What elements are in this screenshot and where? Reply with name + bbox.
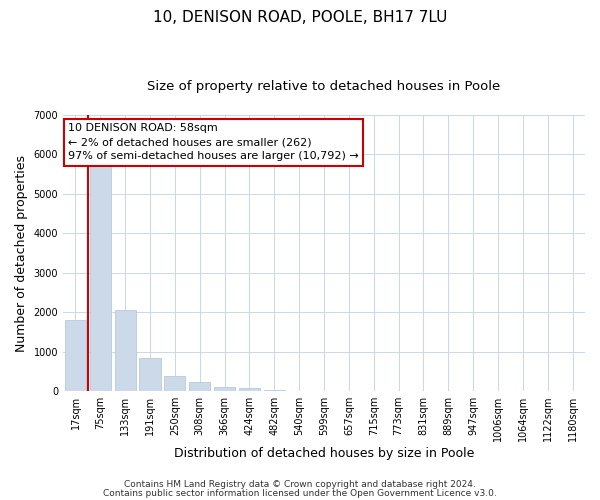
Text: 10, DENISON ROAD, POOLE, BH17 7LU: 10, DENISON ROAD, POOLE, BH17 7LU xyxy=(153,10,447,25)
Text: 10 DENISON ROAD: 58sqm
← 2% of detached houses are smaller (262)
97% of semi-det: 10 DENISON ROAD: 58sqm ← 2% of detached … xyxy=(68,124,359,162)
Bar xyxy=(115,310,136,391)
Bar xyxy=(214,386,235,391)
Y-axis label: Number of detached properties: Number of detached properties xyxy=(15,154,28,352)
Text: Contains HM Land Registry data © Crown copyright and database right 2024.: Contains HM Land Registry data © Crown c… xyxy=(124,480,476,489)
Text: Contains public sector information licensed under the Open Government Licence v3: Contains public sector information licen… xyxy=(103,488,497,498)
Bar xyxy=(139,358,161,391)
Bar xyxy=(189,382,211,391)
X-axis label: Distribution of detached houses by size in Poole: Distribution of detached houses by size … xyxy=(174,447,474,460)
Bar xyxy=(239,388,260,391)
Bar xyxy=(164,376,185,391)
Bar xyxy=(65,320,86,391)
Title: Size of property relative to detached houses in Poole: Size of property relative to detached ho… xyxy=(148,80,500,93)
Bar xyxy=(90,164,111,391)
Bar xyxy=(264,390,285,391)
